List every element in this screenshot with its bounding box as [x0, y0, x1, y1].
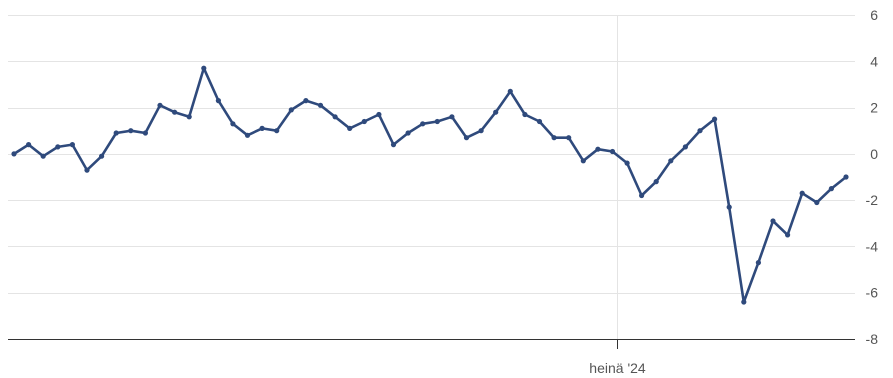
- data-point[interactable]: [770, 218, 776, 224]
- data-point[interactable]: [259, 125, 265, 131]
- data-point[interactable]: [84, 167, 90, 173]
- data-point[interactable]: [332, 114, 338, 120]
- y-tick-label: -4: [866, 238, 879, 254]
- data-point[interactable]: [361, 118, 367, 125]
- y-tick-label: -2: [866, 192, 879, 208]
- data-point[interactable]: [274, 128, 280, 134]
- data-point[interactable]: [69, 142, 75, 148]
- data-point[interactable]: [566, 135, 572, 141]
- y-tick-label: -8: [866, 331, 879, 347]
- y-tick-label: -6: [866, 285, 879, 301]
- y-tick-label: 2: [870, 100, 878, 116]
- data-point[interactable]: [726, 204, 732, 210]
- data-point[interactable]: [493, 109, 499, 115]
- series-line: [12, 66, 848, 304]
- y-tick-label: 0: [870, 146, 878, 162]
- data-point[interactable]: [668, 158, 674, 164]
- data-point[interactable]: [26, 142, 32, 148]
- data-point[interactable]: [157, 102, 163, 108]
- data-point[interactable]: [814, 199, 820, 206]
- data-point[interactable]: [741, 299, 747, 305]
- data-point[interactable]: [99, 153, 105, 159]
- data-point[interactable]: [712, 116, 718, 122]
- data-point[interactable]: [434, 118, 440, 125]
- data-point[interactable]: [828, 186, 835, 192]
- x-axis: heinä '24: [589, 15, 646, 376]
- data-point[interactable]: [11, 151, 17, 157]
- data-point[interactable]: [449, 114, 455, 120]
- data-point[interactable]: [536, 118, 543, 125]
- y-axis: 6 4 2 0 -2 -4 -6 -8: [866, 7, 879, 347]
- data-point[interactable]: [215, 98, 221, 104]
- data-point[interactable]: [697, 128, 703, 134]
- data-point[interactable]: [303, 98, 309, 104]
- data-point[interactable]: [463, 135, 470, 141]
- y-tick-label: 6: [870, 7, 878, 23]
- data-point[interactable]: [172, 109, 178, 115]
- data-point[interactable]: [186, 114, 192, 120]
- data-point[interactable]: [244, 132, 251, 138]
- data-point[interactable]: [376, 111, 382, 118]
- y-tick-label: 4: [870, 53, 878, 69]
- data-point[interactable]: [595, 146, 601, 152]
- data-point[interactable]: [55, 144, 61, 150]
- data-point[interactable]: [507, 88, 513, 94]
- data-point[interactable]: [755, 260, 762, 266]
- data-point[interactable]: [142, 130, 148, 136]
- data-point[interactable]: [609, 148, 616, 155]
- data-point[interactable]: [624, 160, 630, 166]
- data-point[interactable]: [201, 65, 207, 71]
- data-point[interactable]: [799, 190, 805, 196]
- x-tick-label: heinä '24: [589, 360, 646, 376]
- data-point[interactable]: [522, 111, 528, 118]
- data-point[interactable]: [478, 128, 484, 134]
- data-point[interactable]: [785, 232, 791, 238]
- data-point[interactable]: [128, 128, 134, 134]
- gridlines: [8, 15, 855, 340]
- data-point[interactable]: [843, 174, 849, 180]
- series-1: [11, 65, 849, 305]
- data-point[interactable]: [653, 179, 659, 185]
- data-point[interactable]: [288, 107, 294, 113]
- data-point[interactable]: [40, 153, 46, 159]
- data-point[interactable]: [682, 144, 689, 150]
- data-point[interactable]: [347, 125, 353, 131]
- data-point[interactable]: [113, 130, 119, 136]
- data-point[interactable]: [230, 121, 236, 127]
- data-point[interactable]: [639, 192, 645, 199]
- data-point[interactable]: [580, 158, 586, 164]
- data-point[interactable]: [390, 142, 397, 148]
- data-point[interactable]: [405, 130, 411, 136]
- data-point[interactable]: [551, 135, 557, 141]
- data-point[interactable]: [420, 121, 426, 127]
- data-point[interactable]: [317, 102, 324, 108]
